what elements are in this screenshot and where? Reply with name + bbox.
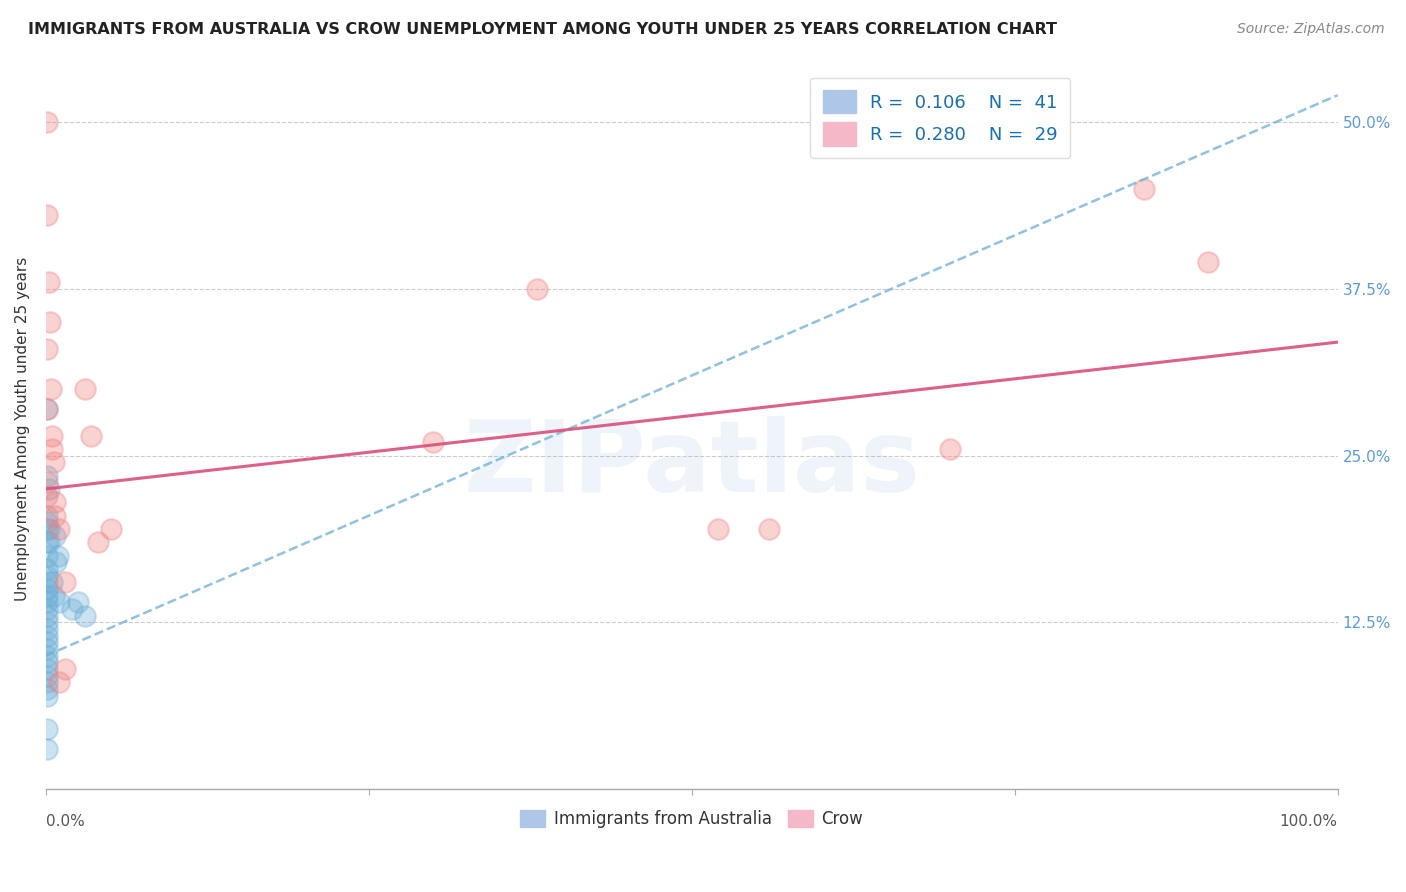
Point (37, 582, 59, 596)
Point (44, 495, 66, 509)
Point (37, 508, 59, 523)
Point (37, 575, 59, 590)
Text: ZIPatlas: ZIPatlas (464, 417, 921, 514)
Point (37, 401, 59, 416)
Point (37, 656, 59, 670)
Point (37, 662, 59, 676)
Point (38, 535, 60, 549)
Point (37, 562, 59, 576)
Point (48, 595, 70, 609)
Point (73, 382, 96, 396)
Point (37, 608, 59, 623)
Point (37, 648, 59, 663)
Point (37, 622, 59, 636)
Point (73, 608, 96, 623)
Text: 0.0%: 0.0% (46, 814, 84, 830)
Point (1133, 181, 1156, 195)
Point (38, 315, 60, 329)
Point (100, 522, 122, 536)
Point (38, 522, 60, 536)
Point (46, 549, 69, 563)
Point (41, 575, 63, 590)
Point (37, 675, 59, 690)
Point (37, 722, 59, 736)
Point (37, 682, 59, 697)
Point (42, 455, 65, 469)
Point (37, 475, 59, 490)
Point (41, 442, 63, 456)
Point (758, 522, 780, 536)
Point (60, 602, 83, 616)
Point (37, 516, 59, 530)
Point (37, 568, 59, 582)
Point (80, 428, 103, 442)
Point (37, 742, 59, 756)
Point (67, 595, 90, 609)
Text: 100.0%: 100.0% (1279, 814, 1337, 830)
Point (526, 282, 548, 296)
Point (37, 208, 59, 222)
Point (86, 535, 108, 549)
Point (48, 522, 70, 536)
Text: Source: ZipAtlas.com: Source: ZipAtlas.com (1237, 22, 1385, 37)
Text: IMMIGRANTS FROM AUSTRALIA VS CROW UNEMPLOYMENT AMONG YOUTH UNDER 25 YEARS CORREL: IMMIGRANTS FROM AUSTRALIA VS CROW UNEMPL… (28, 22, 1057, 37)
Point (53, 575, 76, 590)
Point (37, 535, 59, 549)
Point (37, 629, 59, 643)
Point (37, 689, 59, 703)
Point (37, 642, 59, 657)
Point (37, 595, 59, 609)
Point (37, 401, 59, 416)
Point (422, 435, 444, 450)
Point (38, 482, 60, 496)
Point (45, 555, 67, 569)
Point (42, 589, 65, 603)
Point (37, 342, 59, 356)
Point (37, 115, 59, 129)
Point (37, 549, 59, 563)
Point (48, 675, 70, 690)
Point (39, 382, 62, 396)
Point (38, 275, 60, 289)
Point (37, 468, 59, 483)
Point (44, 528, 66, 542)
Point (37, 635, 59, 649)
Y-axis label: Unemployment Among Youth under 25 years: Unemployment Among Youth under 25 years (15, 257, 30, 601)
Point (41, 428, 63, 442)
Legend: Immigrants from Australia, Crow: Immigrants from Australia, Crow (513, 804, 870, 835)
Point (37, 615, 59, 630)
Point (37, 589, 59, 603)
Point (44, 508, 66, 523)
Point (1198, 255, 1220, 269)
Point (37, 489, 59, 503)
Point (37, 602, 59, 616)
Point (37, 669, 59, 683)
Point (706, 522, 728, 536)
Point (939, 442, 962, 456)
Point (53, 662, 76, 676)
Point (37, 522, 59, 536)
